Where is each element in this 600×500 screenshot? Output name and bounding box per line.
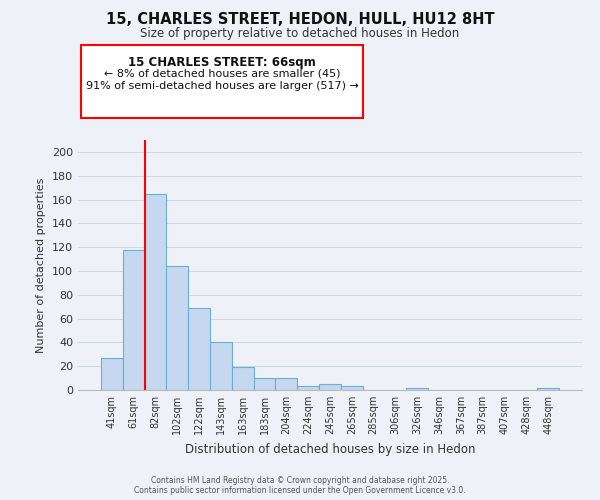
Bar: [210, 342, 232, 390]
Bar: [145, 194, 166, 390]
X-axis label: Distribution of detached houses by size in Hedon: Distribution of detached houses by size …: [185, 442, 475, 456]
Bar: [232, 368, 254, 390]
Bar: [166, 266, 188, 390]
Bar: [123, 250, 145, 390]
Y-axis label: Number of detached properties: Number of detached properties: [37, 178, 46, 352]
Bar: [341, 386, 363, 390]
Bar: [275, 378, 297, 390]
Bar: [319, 384, 341, 390]
Bar: [297, 386, 319, 390]
Bar: [188, 308, 210, 390]
Text: 91% of semi-detached houses are larger (517) →: 91% of semi-detached houses are larger (…: [86, 81, 358, 91]
Text: 15 CHARLES STREET: 66sqm: 15 CHARLES STREET: 66sqm: [128, 56, 316, 69]
Text: ← 8% of detached houses are smaller (45): ← 8% of detached houses are smaller (45): [104, 68, 340, 78]
Bar: [406, 388, 428, 390]
Text: Size of property relative to detached houses in Hedon: Size of property relative to detached ho…: [140, 28, 460, 40]
Bar: [101, 358, 123, 390]
Bar: [254, 378, 275, 390]
Text: 15, CHARLES STREET, HEDON, HULL, HU12 8HT: 15, CHARLES STREET, HEDON, HULL, HU12 8H…: [106, 12, 494, 28]
Text: Contains HM Land Registry data © Crown copyright and database right 2025.: Contains HM Land Registry data © Crown c…: [151, 476, 449, 485]
Text: Contains public sector information licensed under the Open Government Licence v3: Contains public sector information licen…: [134, 486, 466, 495]
Bar: [537, 388, 559, 390]
